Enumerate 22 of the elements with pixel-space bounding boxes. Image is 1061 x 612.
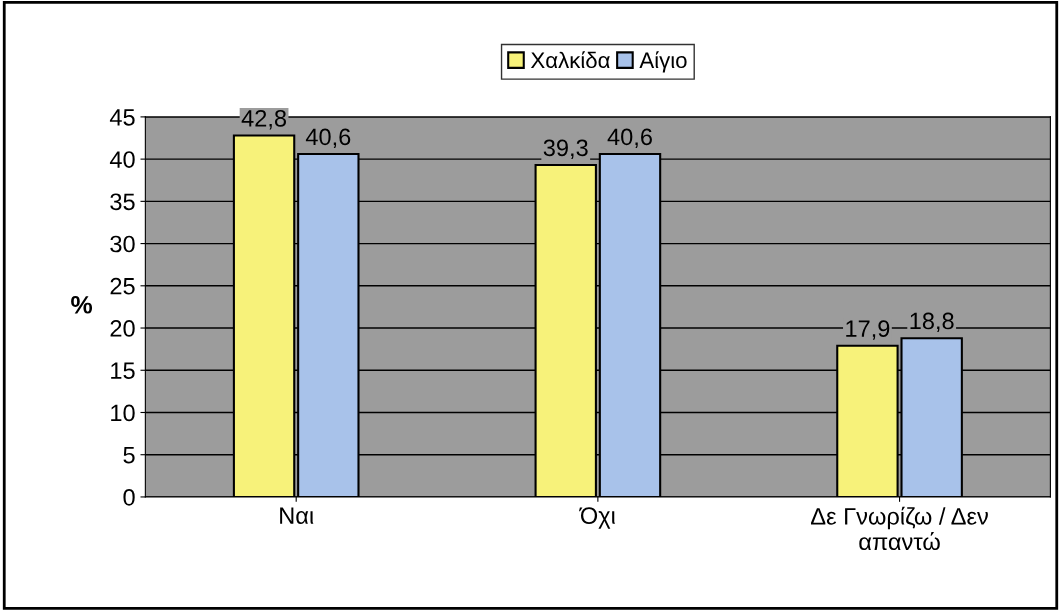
y-tick-label: 10 [111,404,135,422]
y-tick-label: 45 [109,109,135,126]
data-label: 18,8 [910,312,954,333]
data-label: 40,6 [305,128,351,149]
x-tick-label: Όχι [579,507,616,529]
x-tick-label: Ναι [280,507,314,525]
data-label: 42,8 [241,109,287,130]
data-label: 39,3 [543,139,588,159]
data-label: 17,9 [846,320,890,340]
y-tick-label: 25 [110,277,135,295]
y-tick-label: 0 [123,489,135,506]
data-label: 40,6 [607,128,652,149]
legend-label: Αίγιο [639,51,687,73]
y-tick-label: 30 [110,235,135,253]
y-tick-label: 40 [109,151,135,168]
y-tick-label: 5 [123,447,135,464]
y-axis-title: % [71,295,93,314]
legend-label: Χαλκίδα [530,51,610,69]
y-tick-label: 20 [110,320,135,337]
y-tick-label: 15 [111,362,135,380]
x-tick-label: Δε Γνωρίζω / Δεν απαντώ [811,506,988,551]
y-tick-label: 35 [110,193,135,211]
